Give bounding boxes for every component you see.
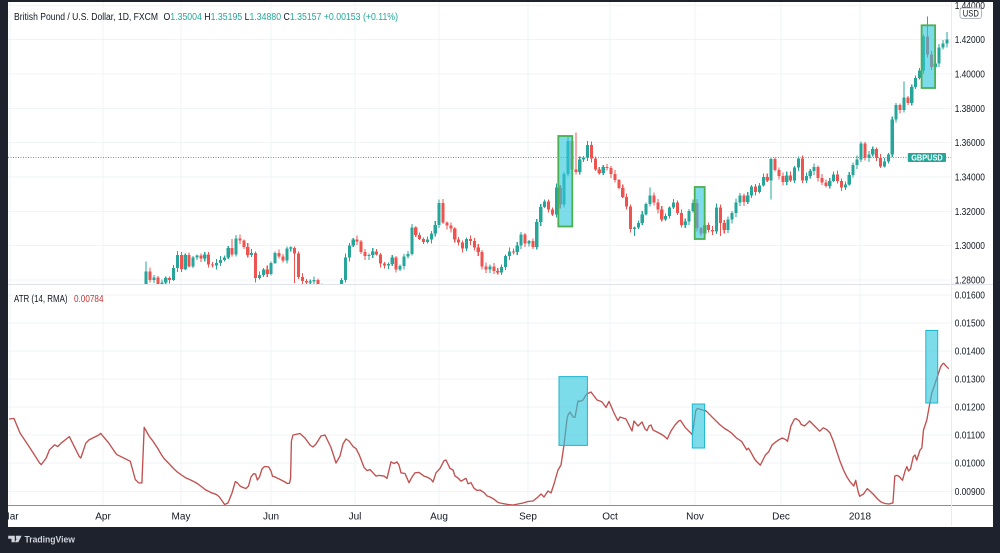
svg-text:Nov: Nov xyxy=(686,512,704,523)
svg-text:Jun: Jun xyxy=(263,512,279,523)
svg-text:0.00784: 0.00784 xyxy=(74,294,104,305)
svg-text:Aug: Aug xyxy=(430,512,448,523)
svg-text:1.34000: 1.34000 xyxy=(955,173,986,184)
svg-text:USD: USD xyxy=(963,8,979,18)
svg-text:1.30000: 1.30000 xyxy=(955,241,986,252)
svg-text:Dec: Dec xyxy=(772,512,790,523)
svg-text:Mar: Mar xyxy=(1,512,19,523)
svg-text:GBPUSD: GBPUSD xyxy=(911,153,943,162)
svg-text:1.42000: 1.42000 xyxy=(955,35,986,46)
svg-text:0.01500: 0.01500 xyxy=(955,318,986,329)
svg-text:ATR (14, RMA): ATR (14, RMA) xyxy=(14,294,68,305)
svg-text:Apr: Apr xyxy=(95,512,111,523)
svg-text:TradingView: TradingView xyxy=(25,534,76,545)
svg-text:1.44000: 1.44000 xyxy=(955,1,986,12)
svg-text:1.38000: 1.38000 xyxy=(955,104,986,115)
svg-text:1.28000: 1.28000 xyxy=(955,276,986,287)
svg-text:0.01600: 0.01600 xyxy=(955,290,986,301)
svg-text:Jul: Jul xyxy=(349,512,362,523)
svg-text:1.32000: 1.32000 xyxy=(955,207,986,218)
svg-text:0.01200: 0.01200 xyxy=(955,403,986,414)
svg-text:O1.35004 H1.35195 L1.34880 C1.: O1.35004 H1.35195 L1.34880 C1.35157 +0.0… xyxy=(164,12,399,23)
svg-text:0.00900: 0.00900 xyxy=(955,487,986,498)
svg-text:British Pound / U.S. Dollar, 1: British Pound / U.S. Dollar, 1D, FXCM xyxy=(14,12,158,23)
svg-text:Oct: Oct xyxy=(602,512,618,523)
svg-text:0.01100: 0.01100 xyxy=(955,431,986,442)
svg-text:0.01400: 0.01400 xyxy=(955,346,986,357)
svg-text:2018: 2018 xyxy=(849,512,872,523)
svg-text:0.01300: 0.01300 xyxy=(955,375,986,386)
svg-text:Sep: Sep xyxy=(519,512,537,523)
svg-text:1.40000: 1.40000 xyxy=(955,70,986,81)
svg-text:0.01000: 0.01000 xyxy=(955,459,986,470)
svg-text:May: May xyxy=(172,512,191,523)
svg-text:1.36000: 1.36000 xyxy=(955,138,986,149)
